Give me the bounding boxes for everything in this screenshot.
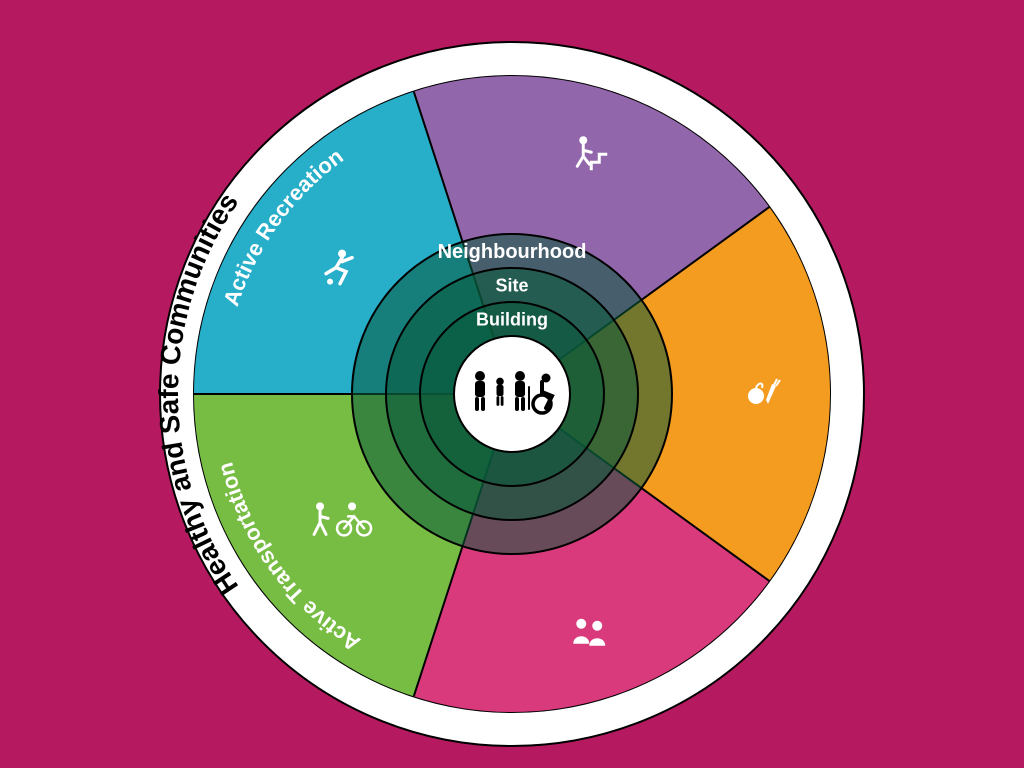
core-circle [454,336,570,452]
inner-ring-label: Neighbourhood [438,241,587,263]
healthy-communities-wheel: Healthy and Safe CommunitiesActive Trans… [0,0,1024,768]
inner-ring-label: Building [476,309,548,329]
inner-ring-label: Site [495,275,528,295]
